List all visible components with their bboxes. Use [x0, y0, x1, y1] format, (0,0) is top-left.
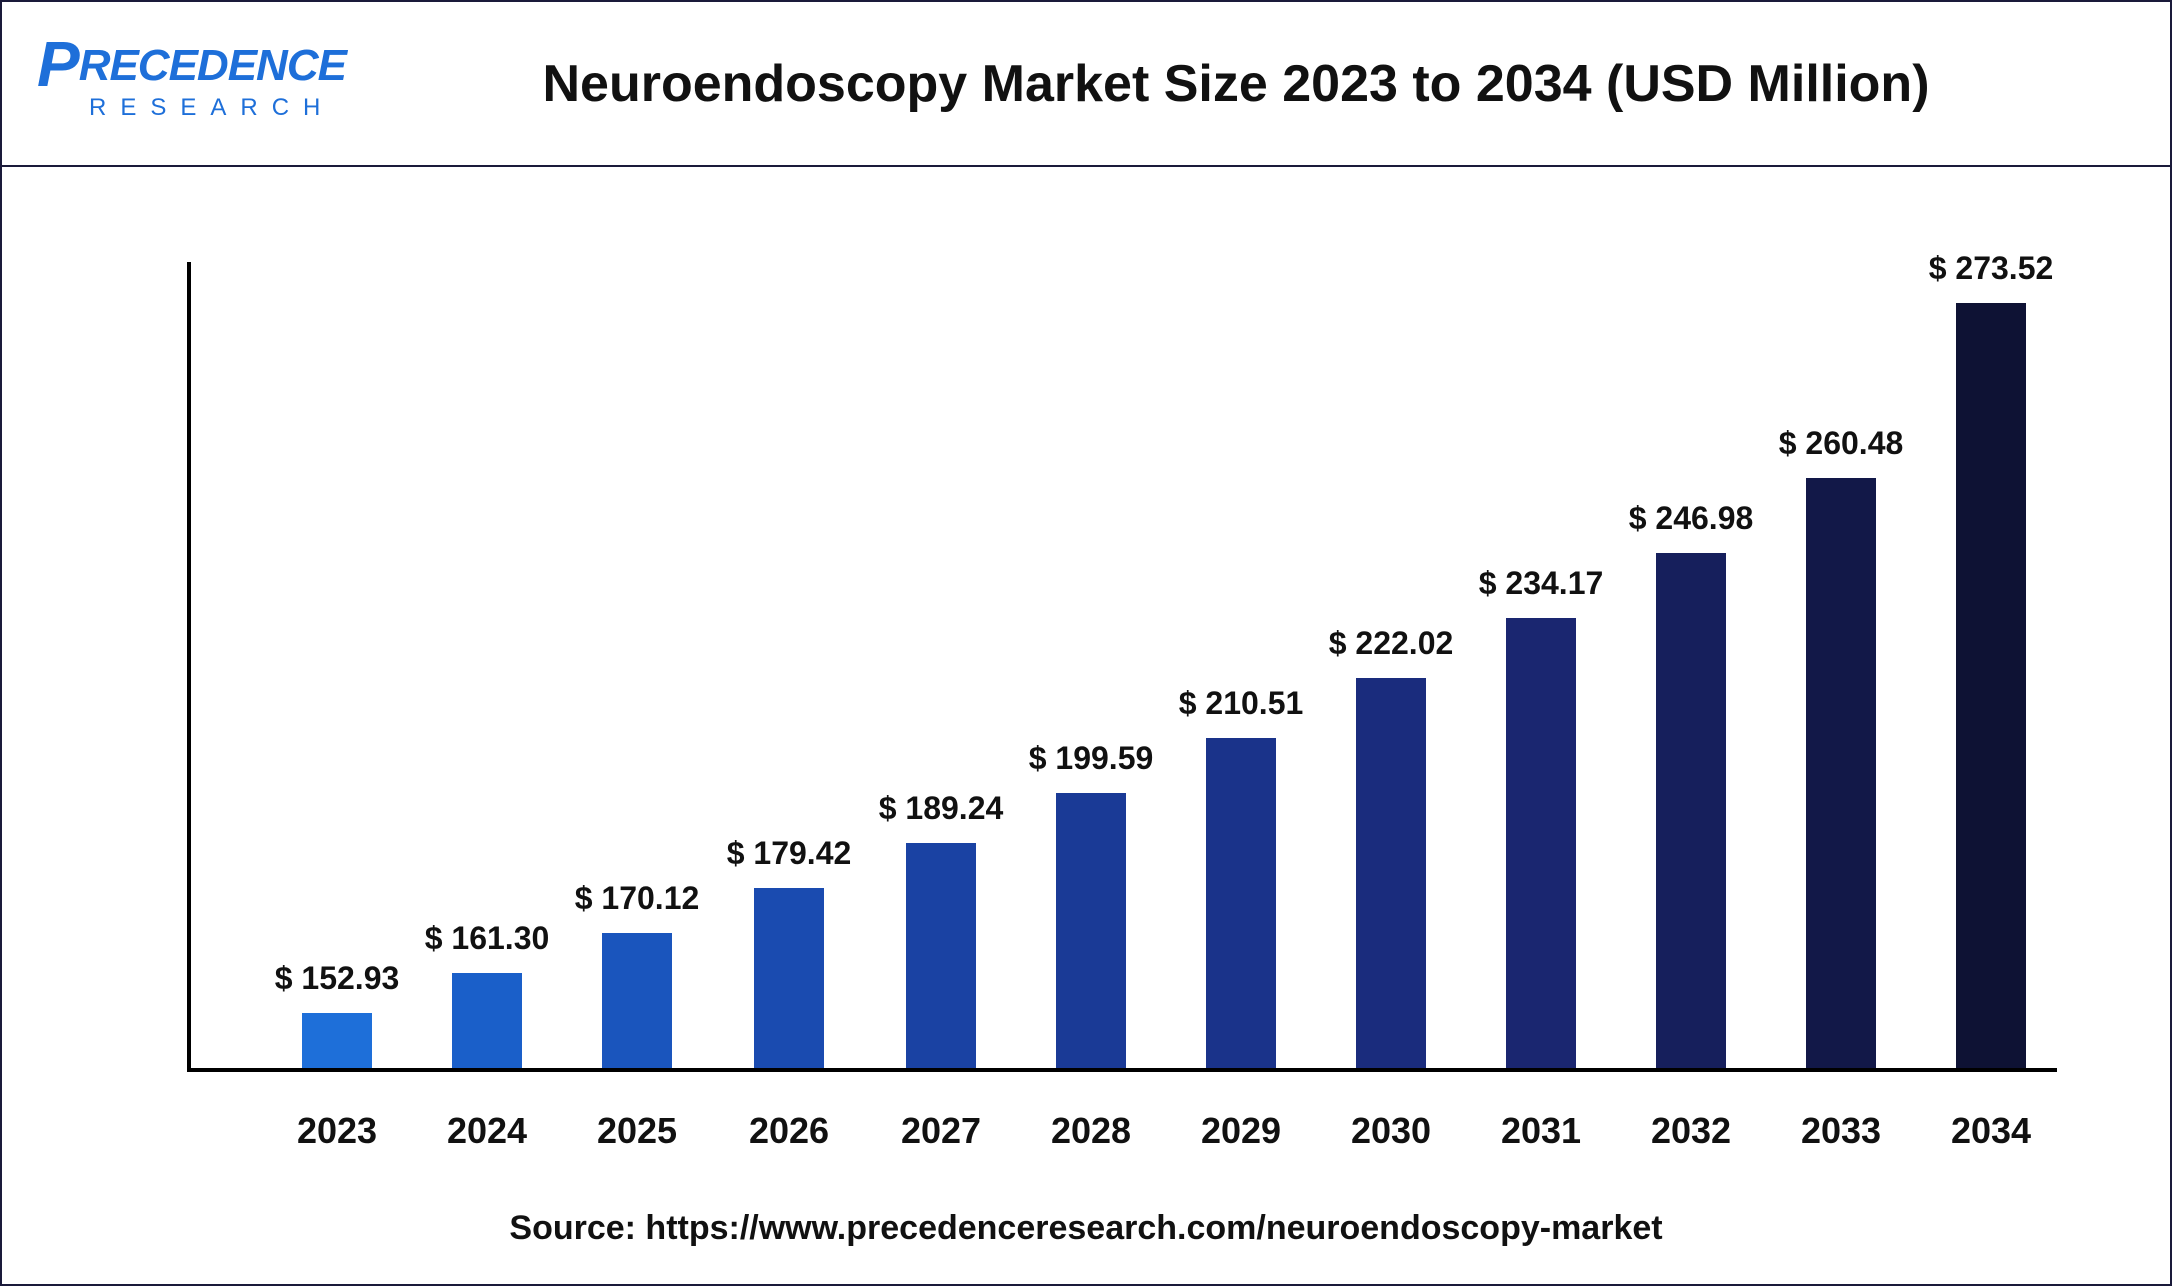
chart-frame: PRECEDENCE RESEARCH Neuroendoscopy Marke…	[0, 0, 2172, 1286]
header-row: PRECEDENCE RESEARCH Neuroendoscopy Marke…	[2, 2, 2170, 167]
bar-value-label: $ 234.17	[1431, 565, 1651, 602]
bar	[602, 933, 672, 1068]
bar	[1356, 678, 1426, 1068]
chart-title: Neuroendoscopy Market Size 2023 to 2034 …	[2, 54, 2170, 114]
bar-value-label: $ 246.98	[1581, 500, 1801, 537]
x-axis-tick-label: 2031	[1466, 1110, 1616, 1152]
bar-value-label: $ 189.24	[831, 790, 1051, 827]
bar-value-label: $ 179.42	[679, 835, 899, 872]
bar-value-label: $ 199.59	[981, 740, 1201, 777]
source-caption: Source: https://www.precedenceresearch.c…	[2, 1209, 2170, 1248]
x-axis-tick-label: 2028	[1016, 1110, 1166, 1152]
x-axis-tick-label: 2023	[262, 1110, 412, 1152]
bar	[1206, 738, 1276, 1068]
bar-value-label: $ 260.48	[1731, 425, 1951, 462]
bar	[302, 1013, 372, 1068]
chart-plot-area: $ 152.932023$ 161.302024$ 170.122025$ 17…	[187, 262, 2057, 1072]
bar	[1506, 618, 1576, 1068]
bar-value-label: $ 210.51	[1131, 685, 1351, 722]
bar-value-label: $ 222.02	[1281, 625, 1501, 662]
bar-value-label: $ 152.93	[227, 960, 447, 997]
x-axis-tick-label: 2030	[1316, 1110, 1466, 1152]
x-axis-tick-label: 2027	[866, 1110, 1016, 1152]
x-axis-tick-label: 2029	[1166, 1110, 1316, 1152]
x-axis-tick-label: 2032	[1616, 1110, 1766, 1152]
x-axis-tick-label: 2026	[714, 1110, 864, 1152]
bar	[1806, 478, 1876, 1068]
bar	[452, 973, 522, 1068]
x-axis-tick-label: 2034	[1916, 1110, 2066, 1152]
bar	[1656, 553, 1726, 1068]
x-axis-tick-label: 2033	[1766, 1110, 1916, 1152]
bar-value-label: $ 273.52	[1881, 250, 2101, 287]
bar	[906, 843, 976, 1068]
x-axis-tick-label: 2025	[562, 1110, 712, 1152]
bar	[754, 888, 824, 1068]
bar	[1956, 303, 2026, 1068]
bar	[1056, 793, 1126, 1068]
bar-value-label: $ 161.30	[377, 920, 597, 957]
x-axis-tick-label: 2024	[412, 1110, 562, 1152]
bars-container: $ 152.932023$ 161.302024$ 170.122025$ 17…	[187, 262, 2057, 1072]
bar-value-label: $ 170.12	[527, 880, 747, 917]
